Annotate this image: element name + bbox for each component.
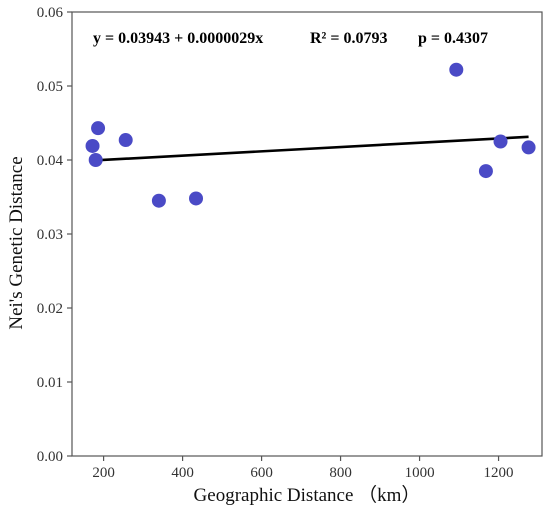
y-tick-label: 0.06 bbox=[37, 5, 64, 21]
data-point bbox=[118, 133, 133, 148]
y-tick-label: 0.03 bbox=[37, 227, 63, 243]
data-points bbox=[85, 62, 536, 208]
data-point bbox=[85, 138, 100, 153]
y-tick-label: 0.00 bbox=[37, 449, 63, 465]
data-point bbox=[521, 140, 536, 155]
regression-line bbox=[95, 135, 529, 162]
data-point bbox=[91, 121, 106, 136]
data-point bbox=[449, 62, 464, 77]
data-point bbox=[189, 191, 204, 206]
y-tick-label: 0.02 bbox=[37, 301, 63, 317]
data-point bbox=[88, 153, 103, 167]
plot-frame bbox=[71, 11, 543, 457]
y-tick-label: 0.04 bbox=[37, 153, 64, 169]
data-point bbox=[493, 134, 508, 149]
p-value-annotation: p = 0.4307 bbox=[418, 30, 488, 47]
y-tick-label: 0.01 bbox=[37, 375, 63, 391]
x-tick-label: 400 bbox=[171, 465, 194, 481]
data-point bbox=[478, 164, 493, 179]
data-point bbox=[151, 193, 166, 208]
x-tick-label: 200 bbox=[92, 465, 115, 481]
x-tick-label: 1200 bbox=[484, 465, 514, 481]
x-axis-label: Geographic Distance （km） bbox=[194, 484, 421, 506]
x-tick-label: 1000 bbox=[405, 465, 435, 481]
r-squared-annotation: R² = 0.0793 bbox=[310, 30, 387, 47]
y-axis: 0.00 0.01 0.02 0.03 0.04 0.05 0.06 bbox=[37, 5, 72, 465]
x-axis: 200 400 600 800 1000 1200 bbox=[92, 456, 514, 481]
y-axis-label: Nei's Genetic Distance bbox=[6, 156, 27, 329]
y-tick-label: 0.05 bbox=[37, 79, 63, 95]
x-tick-label: 600 bbox=[250, 465, 273, 481]
equation-annotation: y = 0.03943 + 0.0000029x bbox=[93, 30, 263, 47]
x-tick-label: 800 bbox=[329, 465, 352, 481]
